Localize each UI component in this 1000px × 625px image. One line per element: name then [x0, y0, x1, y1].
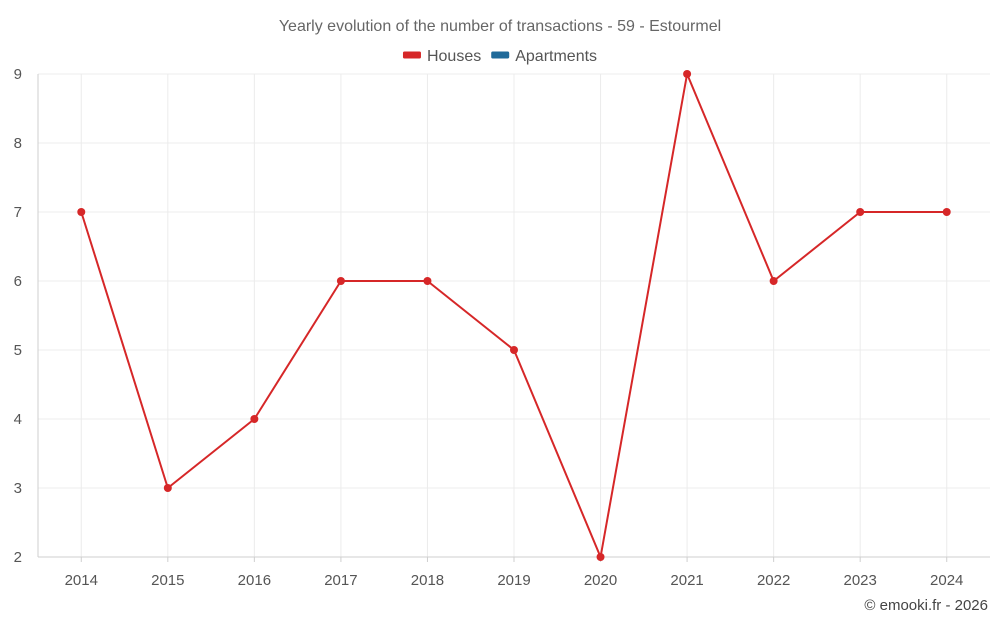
y-tick-label: 8	[14, 135, 22, 152]
data-point	[250, 415, 259, 423]
axes: 2 3 4 5 6 7 8 9 2014 2015 2016 2017 2018 2019 2020 2021…	[14, 66, 990, 589]
x-tick-label: 2022	[757, 572, 790, 589]
y-tick-label: 4	[14, 411, 22, 428]
data-point	[423, 277, 432, 285]
data-point	[769, 277, 778, 285]
credit-text: © emooki.fr - 2026	[864, 597, 988, 614]
y-tick-label: 3	[14, 480, 22, 497]
x-tick-label: 2024	[930, 572, 963, 589]
x-tick-label: 2018	[411, 572, 444, 589]
legend-swatch-apartments	[491, 51, 510, 59]
y-tick-label: 2	[14, 549, 22, 566]
y-tick-label: 9	[14, 66, 22, 83]
x-tick-label: 2014	[65, 572, 98, 589]
y-tick-label: 7	[14, 204, 22, 221]
x-tick-label: 2016	[238, 572, 271, 589]
x-tick-label: 2015	[151, 572, 184, 589]
x-tick-label: 2023	[843, 572, 876, 589]
data-point	[336, 277, 345, 285]
data-point	[942, 208, 951, 216]
x-tick-label: 2020	[584, 572, 617, 589]
data-point	[77, 208, 86, 216]
data-point	[596, 553, 605, 561]
legend-swatch-houses	[402, 51, 421, 59]
y-tick-label: 6	[14, 273, 22, 290]
chart-title: Yearly evolution of the number of transa…	[279, 18, 721, 35]
grid	[38, 73, 990, 557]
x-tick-label: 2017	[324, 572, 357, 589]
legend: Houses Apartments	[402, 48, 597, 65]
legend-label-houses: Houses	[427, 48, 481, 65]
data-point	[683, 70, 692, 78]
data-point	[856, 208, 865, 216]
data-point	[510, 346, 518, 354]
series-group	[77, 70, 951, 561]
legend-label-apartments: Apartments	[515, 48, 597, 65]
x-tick-label: 2021	[670, 572, 703, 589]
y-tick-label: 5	[14, 342, 22, 359]
data-point	[163, 484, 172, 492]
x-tick-label: 2019	[497, 572, 530, 589]
